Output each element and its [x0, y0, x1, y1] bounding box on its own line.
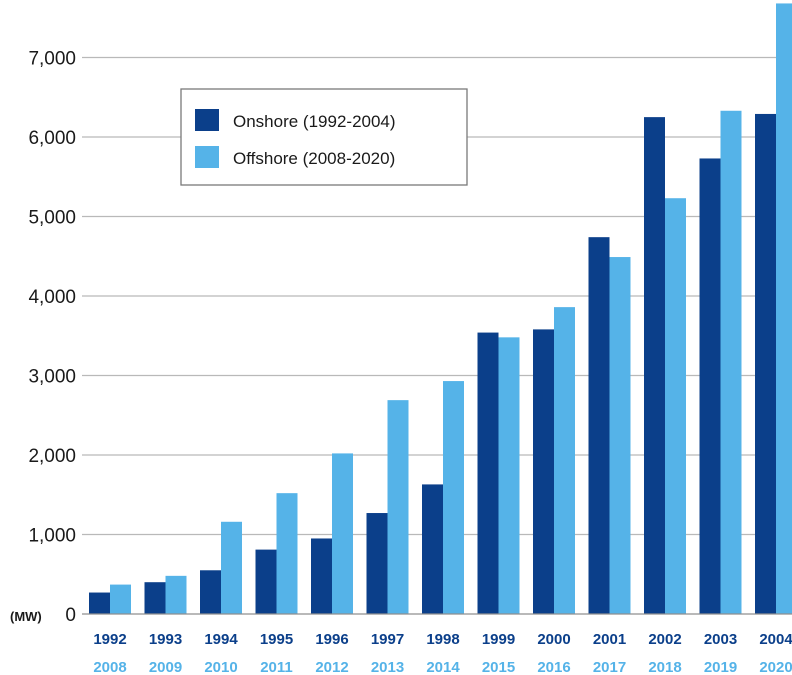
bar-onshore — [755, 113, 776, 614]
legend: Onshore (1992-2004) Offshore (2008-2020) — [180, 88, 468, 186]
x-tick-label: 2004 — [759, 631, 792, 648]
x-tick-label: 1999 — [482, 631, 515, 648]
bar-onshore — [699, 158, 721, 614]
bar-onshore — [533, 329, 554, 614]
legend-swatch — [195, 146, 219, 168]
y-tick-label: 4,000 — [28, 287, 76, 308]
x-tick-label: 2017 — [593, 659, 626, 675]
bar-offshore — [110, 584, 131, 614]
x-tick-label: 2018 — [648, 659, 681, 675]
x-tick-label: 2001 — [593, 631, 626, 648]
x-tick-label: 2014 — [426, 659, 460, 675]
y-tick-label: 1,000 — [28, 526, 76, 547]
bar-offshore — [665, 198, 686, 614]
y-tick-label: 6,000 — [28, 128, 76, 149]
bar-offshore — [387, 400, 409, 614]
x-tick-label: 2012 — [315, 659, 348, 675]
x-tick-label: 2010 — [204, 659, 237, 675]
bar-offshore — [165, 575, 187, 614]
x-tick-label: 2016 — [537, 659, 570, 675]
x-tick-label: 1998 — [426, 631, 459, 648]
bar-offshore — [221, 521, 242, 614]
x-tick-label: 2020 — [759, 659, 792, 675]
x-tick-label: 1995 — [260, 631, 293, 648]
x-tick-label: 2008 — [93, 659, 126, 675]
x-tick-label: 1997 — [371, 631, 404, 648]
y-tick-label: 0 — [65, 605, 76, 626]
bar-onshore — [311, 538, 332, 614]
legend-box — [180, 88, 468, 186]
x-tick-label: 1993 — [149, 631, 182, 648]
legend-label: Offshore (2008-2020) — [233, 149, 395, 168]
y-tick-label: 2,000 — [28, 446, 76, 467]
bar-onshore — [366, 513, 388, 614]
bars — [89, 3, 792, 615]
bar-offshore — [720, 110, 742, 614]
bar-offshore — [498, 337, 520, 614]
x-tick-label: 1996 — [315, 631, 348, 648]
x-tick-label: 2013 — [371, 659, 404, 675]
bar-offshore — [332, 453, 353, 614]
bar-offshore — [443, 381, 464, 614]
x-tick-label: 2002 — [648, 631, 681, 648]
bar-offshore — [276, 493, 298, 614]
bar-offshore — [776, 3, 792, 614]
bar-onshore — [255, 549, 277, 614]
y-tick-label: 7,000 — [28, 49, 76, 70]
bar-onshore — [477, 332, 499, 614]
axes: 0 1,000 2,000 3,000 4,000 5,000 6,000 7,000 (MW)… — [10, 49, 792, 675]
x-tick-label: 2009 — [149, 659, 182, 675]
legend-label: Onshore (1992-2004) — [233, 112, 396, 131]
bar-offshore — [609, 257, 631, 614]
y-tick-label: 3,000 — [28, 367, 76, 388]
unit-label: (MW) — [10, 609, 42, 624]
x-tick-label: 2011 — [260, 659, 293, 675]
legend-swatch — [195, 109, 219, 131]
x-tick-label: 1994 — [204, 631, 238, 648]
bar-onshore — [588, 237, 610, 615]
x-tick-label: 2015 — [482, 659, 515, 675]
bar-onshore — [89, 592, 110, 614]
x-tick-label: 2019 — [704, 659, 737, 675]
x-tick-label: 1992 — [93, 631, 126, 648]
bar-onshore — [144, 582, 166, 614]
bar-onshore — [422, 484, 443, 614]
bar-onshore — [200, 570, 221, 614]
bar-offshore — [554, 307, 575, 614]
x-tick-label: 2000 — [537, 631, 570, 648]
x-tick-label: 2003 — [704, 631, 737, 648]
y-tick-label: 5,000 — [28, 208, 76, 229]
bar-onshore — [644, 117, 665, 614]
